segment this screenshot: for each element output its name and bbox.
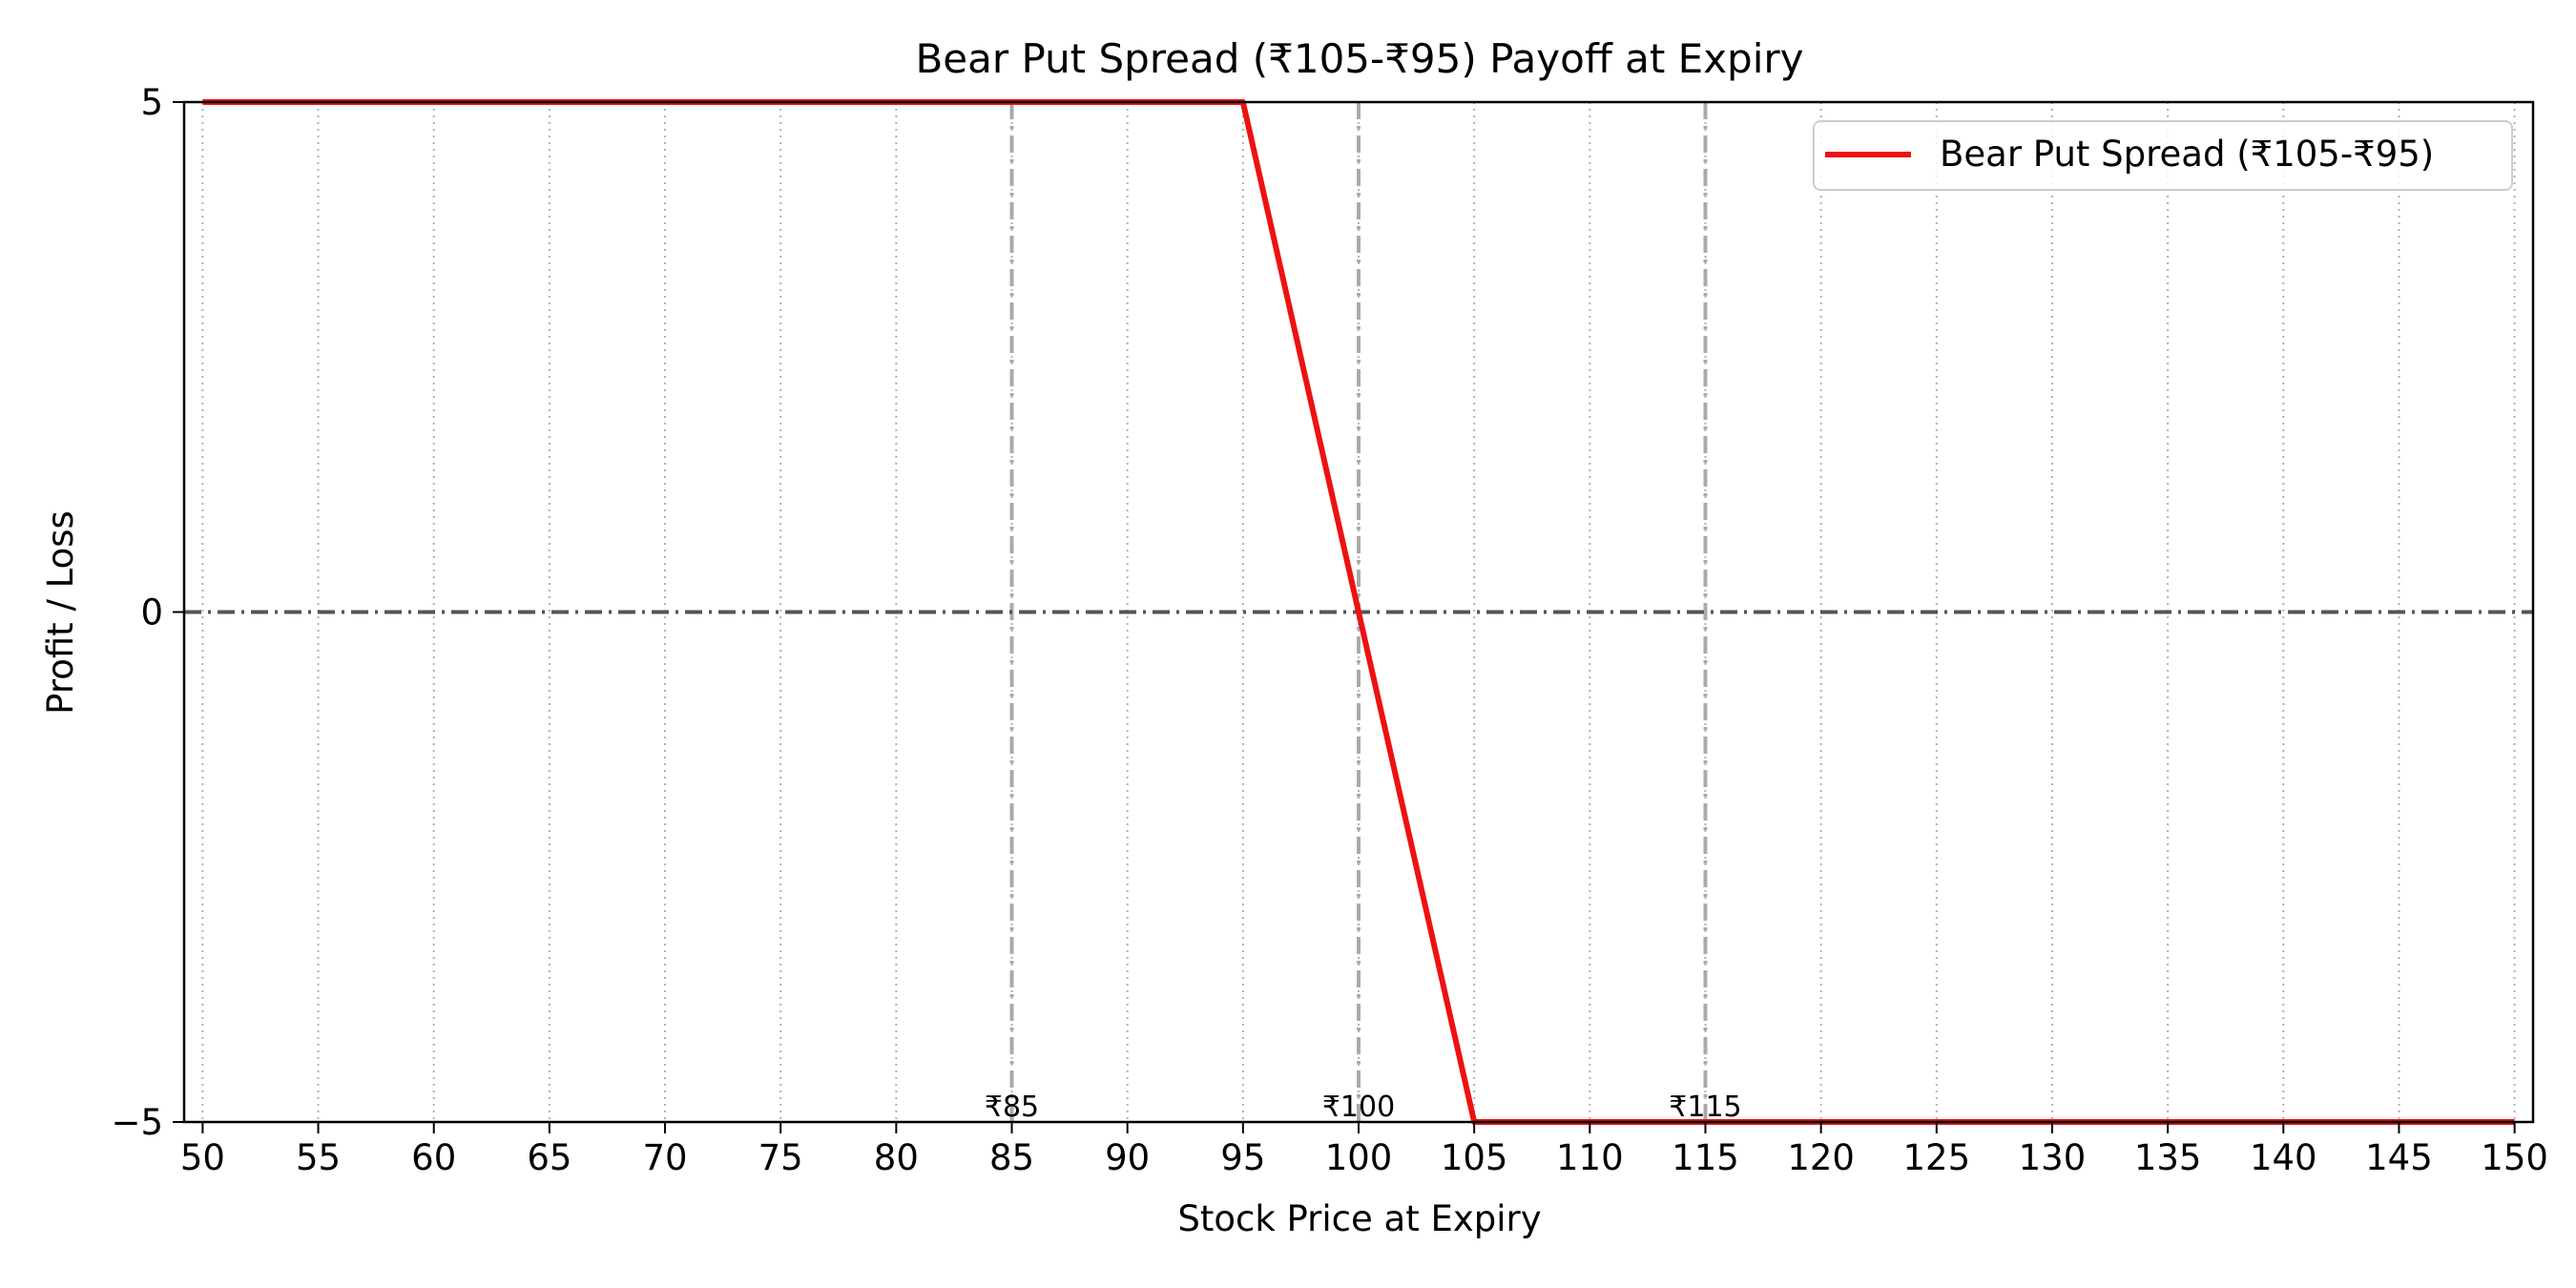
x-tick-label: 125 [1902,1137,1970,1178]
x-tick-label: 150 [2481,1137,2548,1178]
x-tick-label: 135 [2134,1137,2202,1178]
x-tick-label: 105 [1441,1137,1508,1178]
x-tick-label: 50 [180,1137,225,1178]
x-tick-label: 110 [1556,1137,1624,1178]
vertical-reference-label: ₹100 [1322,1091,1395,1124]
x-tick-label: 145 [2365,1137,2433,1178]
y-tick-label: 5 [140,82,163,123]
vertical-reference-label: ₹115 [1669,1091,1741,1124]
legend: Bear Put Spread (₹105-₹95) [1813,120,2513,191]
x-tick-label: 55 [296,1137,341,1178]
x-tick-label: 85 [989,1137,1034,1178]
x-tick-label: 120 [1787,1137,1855,1178]
legend-box [1813,120,2513,191]
annotations-layer: ₹85 ₹100 ₹115 [985,1091,1742,1124]
y-tick-label: 0 [140,592,163,634]
x-tick-label: 75 [758,1137,803,1178]
x-axis-label: Stock Price at Expiry [1177,1198,1541,1239]
x-tick-label: 65 [527,1137,571,1178]
x-axis-ticks: 50 55 60 65 70 75 80 85 90 95 100 105 110 115 120 125 13… [180,1122,2548,1178]
x-tick-label: 95 [1220,1137,1265,1178]
y-axis-label: Profit / Loss [40,510,81,715]
x-tick-label: 90 [1105,1137,1150,1178]
chart-title: Bear Put Spread (₹105-₹95) Payoff at Exp… [915,35,1803,82]
x-tick-label: 60 [411,1137,456,1178]
vertical-reference-label: ₹85 [985,1091,1039,1124]
legend-entry-label: Bear Put Spread (₹105-₹95) [1940,134,2434,175]
y-tick-label: −5 [111,1102,163,1143]
x-tick-label: 70 [642,1137,687,1178]
x-tick-label: 80 [874,1137,919,1178]
x-tick-label: 140 [2250,1137,2317,1178]
x-tick-label: 100 [1325,1137,1393,1178]
x-tick-label: 115 [1672,1137,1739,1178]
y-axis-ticks: 5 0 −5 [111,82,184,1143]
x-tick-label: 130 [2019,1137,2087,1178]
